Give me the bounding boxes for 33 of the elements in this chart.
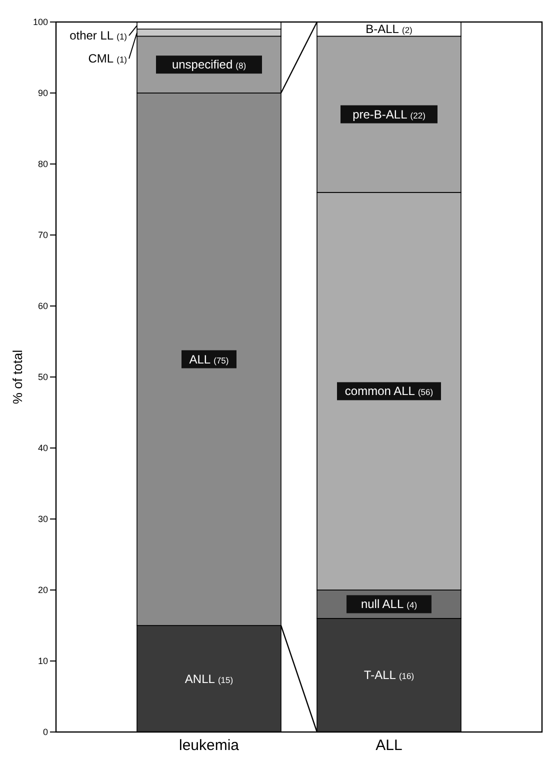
data-label: (4) <box>406 600 418 610</box>
x-tick-label: leukemia <box>178 737 240 754</box>
data-label: (56) <box>418 387 434 398</box>
y-tick-label: 70 <box>38 230 48 240</box>
y-tick-label: 0 <box>42 727 48 737</box>
y-tick-label: 20 <box>38 585 48 595</box>
y-tick-label: 40 <box>38 443 48 453</box>
series-label: pre-B-ALL <box>352 107 408 122</box>
data-label: (1) <box>116 32 128 42</box>
y-tick-label: 60 <box>38 301 48 311</box>
series-label: T-ALL <box>364 668 396 682</box>
y-tick-label: 100 <box>32 17 48 27</box>
data-label: (8) <box>236 60 246 71</box>
series-label: ANLL <box>184 672 216 686</box>
y-axis-title: % of total <box>10 350 25 404</box>
y-tick-label: 50 <box>38 372 48 382</box>
y-tick-label: 30 <box>38 514 48 524</box>
text: CML <box>88 52 114 66</box>
series-label: B-ALL <box>366 22 400 36</box>
series-label: other LL <box>70 28 114 43</box>
series-label: unspecified <box>172 58 233 72</box>
y-tick-label: 90 <box>38 88 48 98</box>
data-label: (16) <box>398 671 414 682</box>
data-label: (1) <box>116 54 128 65</box>
series-label: ALL <box>189 352 211 366</box>
y-tick-label: 10 <box>38 656 48 666</box>
data-label: (75) <box>214 355 229 366</box>
data-label: (2) <box>402 25 413 36</box>
series-label: common ALL <box>344 384 416 398</box>
series-label: null ALL <box>360 597 404 612</box>
data-label: (22) <box>410 110 426 120</box>
y-tick-label: 80 <box>38 159 48 169</box>
data-label: (15) <box>218 674 234 685</box>
